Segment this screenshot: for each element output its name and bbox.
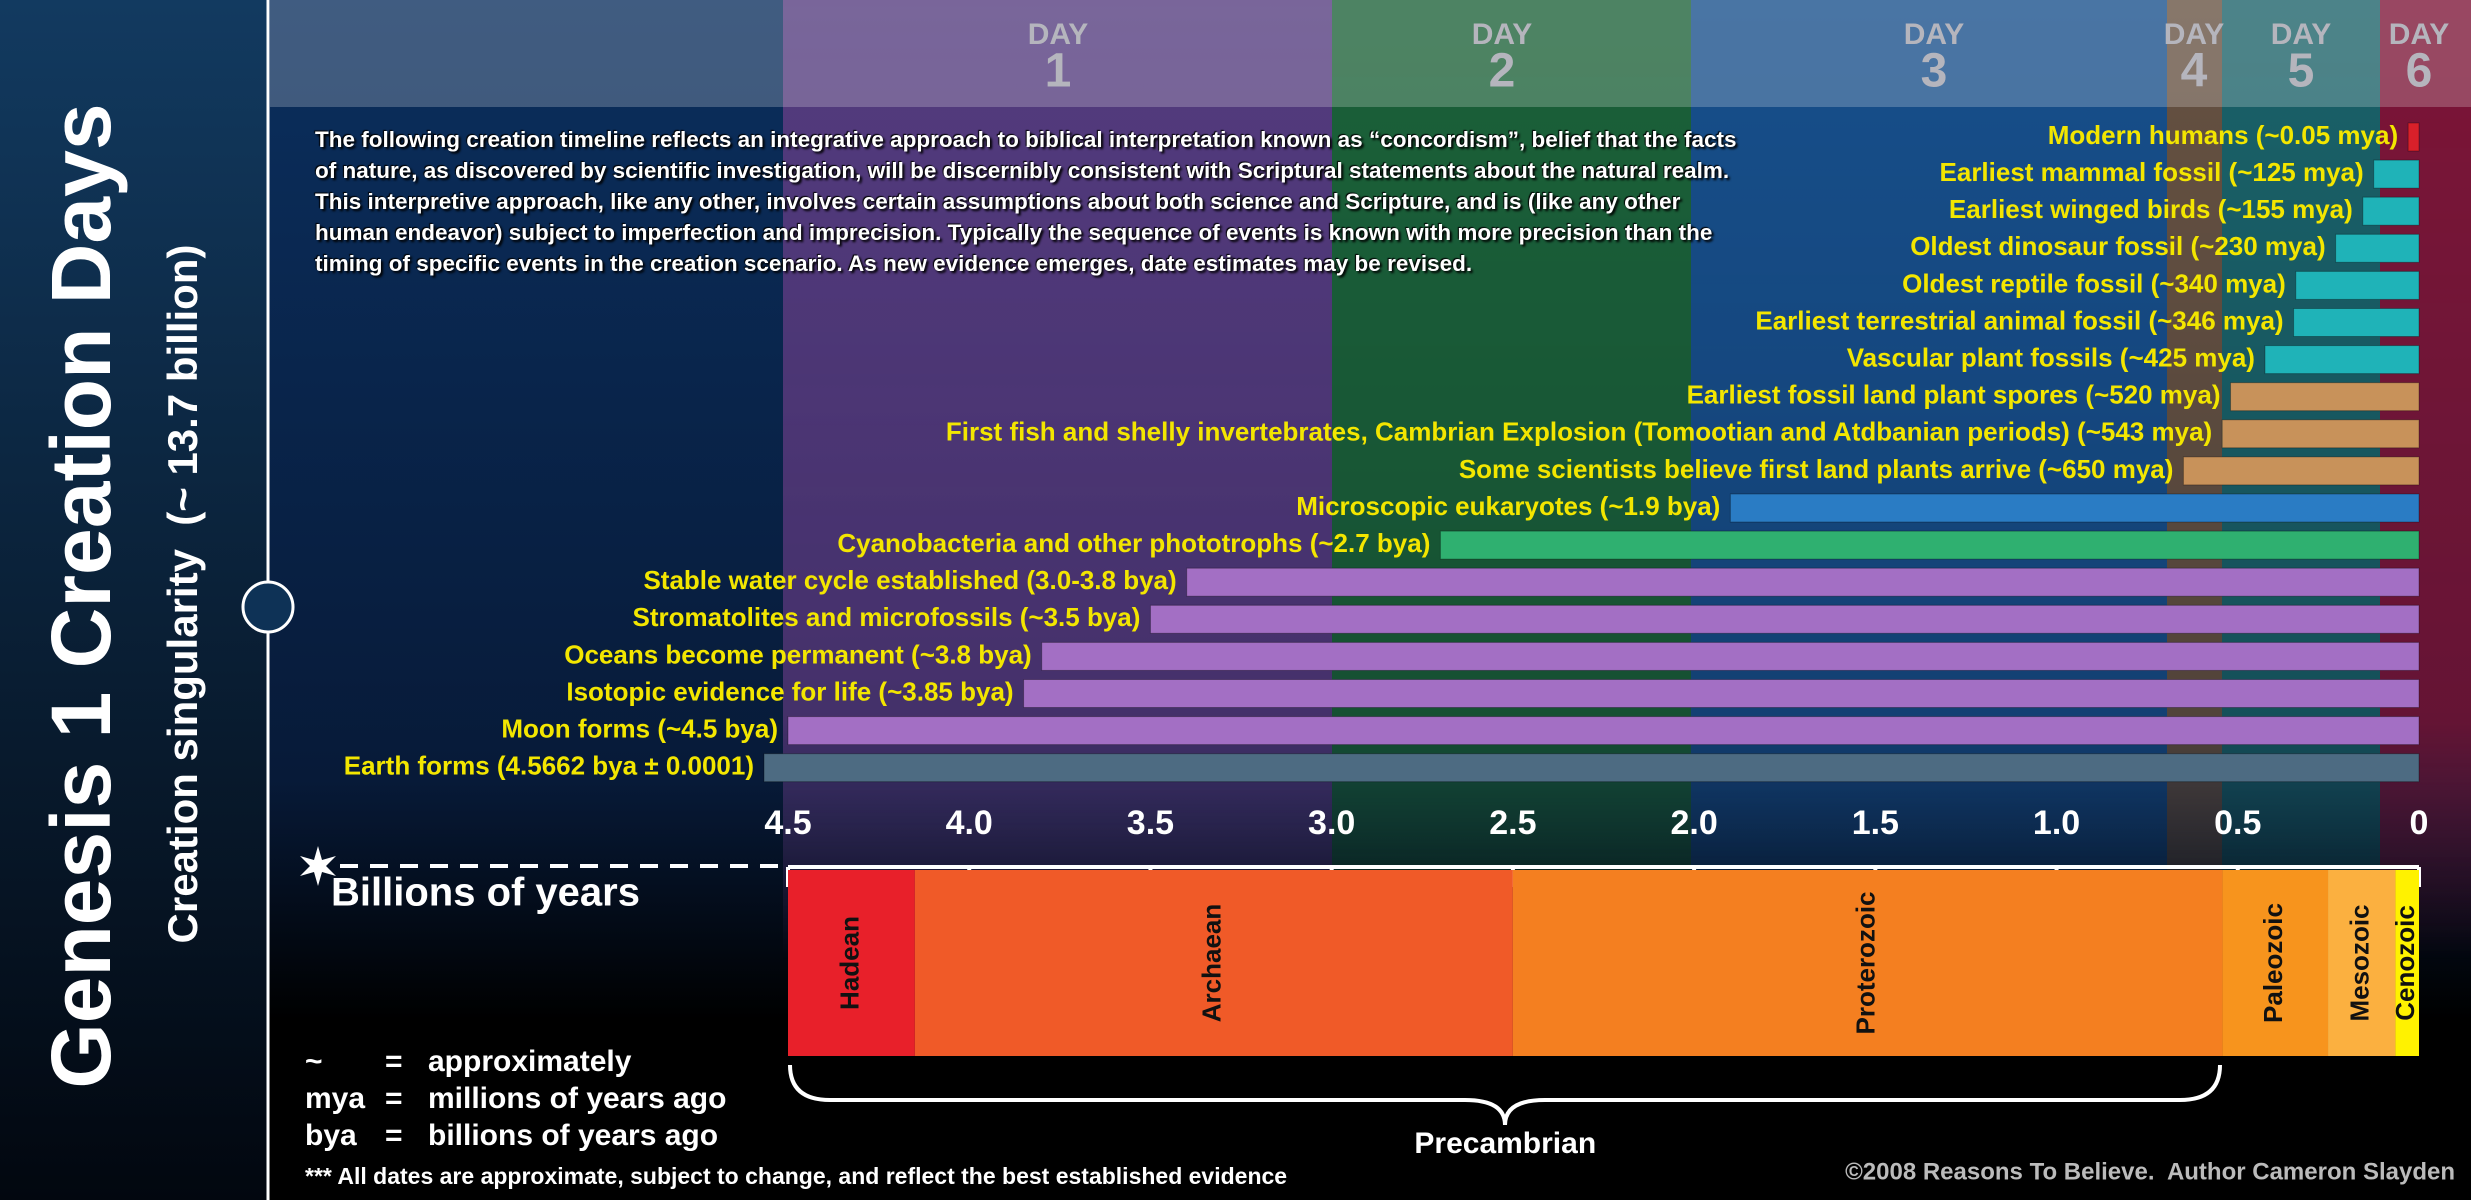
sidebar-subtitle: Creation singularity (~ 13.7 billion) [159,245,206,944]
era-label: Archaean [1197,904,1227,1023]
day-word: DAY [2271,18,2332,51]
bar [2182,456,2420,486]
bar [2295,270,2420,300]
bar [2293,308,2420,337]
bar-label: Moon forms (~4.5 bya) [501,713,778,743]
x-tick-label: 4.5 [764,804,811,842]
legend-meaning: billions of years ago [428,1119,718,1152]
day-word: DAY [1904,18,1965,51]
era-label: Paleozoic [2258,903,2288,1023]
day-word: DAY [2164,18,2225,51]
era-label: Hadean [834,916,864,1010]
legend-equals: = [385,1045,403,1078]
day-number: 2 [1489,45,1516,98]
bar [787,716,2420,746]
bar-label: Earliest mammal fossil (~125 mya) [1940,157,2364,187]
era-block [2222,870,2329,1056]
bar-label: Isotopic evidence for life (~3.85 bya) [566,676,1013,706]
bar [2230,382,2420,412]
x-tick-label: 3.0 [1308,804,1355,842]
intro-text: The following creation timeline reflects… [315,127,1737,276]
bar [1023,679,2420,708]
bar [2407,122,2420,152]
era-block [788,870,915,1056]
x-tick-label: 0 [2410,804,2429,842]
day-number: 5 [2288,45,2315,98]
x-tick-label: 4.0 [946,804,993,842]
era-label: Mesozoic [2345,904,2375,1021]
legend-equals: = [385,1082,403,1115]
bar-label: Earth forms (4.5662 bya ± 0.0001) [344,751,754,781]
era-block [1512,870,2223,1056]
bar [2221,419,2420,449]
x-tick-label: 2.5 [1489,804,1536,842]
day-word: DAY [1472,18,1533,51]
footnote: *** All dates are approximate, subject t… [305,1163,1287,1189]
era-block [2328,870,2396,1056]
bar [2362,196,2420,226]
day-word: DAY [2389,18,2450,51]
bar [1041,641,2420,671]
star [300,846,336,886]
bar-label: Earliest winged birds (~155 mya) [1949,194,2353,224]
era-block [2395,870,2419,1056]
bar-label: Oldest dinosaur fossil (~230 mya) [1910,231,2325,261]
legend-equals: = [385,1119,403,1152]
copyright: ©2008 Reasons To Believe. Author Cameron… [1845,1158,2455,1185]
bar-label: Microscopic eukaryotes (~1.9 bya) [1296,491,1720,521]
legend-symbol: ~ [305,1045,323,1078]
bar [2373,159,2420,189]
header-band [270,0,2471,107]
x-tick-label: 3.5 [1127,804,1174,842]
era-block [914,870,1513,1056]
precambrian-brace [788,1064,2222,1126]
day-number: 1 [1045,45,1072,98]
x-tick-label: 0.5 [2214,804,2261,842]
bar-label: Oceans become permanent (~3.8 bya) [564,639,1031,669]
sidebar [0,0,268,1200]
bar-label: Stable water cycle established (3.0-3.8 … [643,565,1176,595]
bar-label: Earliest terrestrial animal fossil (~346… [1755,305,2283,335]
day-number: 6 [2406,45,2433,98]
bar-label: Modern humans (~0.05 mya) [2048,120,2398,150]
x-tick-label: 1.5 [1852,804,1899,842]
era-label: Proterozoic [1851,891,1881,1034]
bar [1729,493,2420,523]
bar [763,753,2420,783]
legend-symbol: mya [305,1082,365,1115]
bar [1186,567,2420,597]
singularity-marker [241,580,295,634]
day-word: DAY [1028,18,1089,51]
bar-label: Oldest reptile fossil (~340 mya) [1902,268,2286,298]
bar [1439,530,2420,560]
bar-label: Vascular plant fossils (~425 mya) [1847,342,2255,372]
day-number: 4 [2181,45,2208,98]
bar [2335,233,2420,263]
bar-label: Cyanobacteria and other phototrophs (~2.… [837,528,1430,558]
span-label: Precambrian [1414,1127,1596,1160]
bar-label: Earliest fossil land plant spores (~520 … [1687,380,2221,410]
bar-label: Some scientists believe first land plant… [1459,454,2174,484]
legend-meaning: millions of years ago [428,1082,726,1115]
legend-meaning: approximately [428,1045,632,1078]
bar [2264,345,2420,375]
legend-symbol: bya [305,1119,357,1152]
era-label: Cenozoic [2390,905,2420,1021]
sidebar-title: Genesis 1 Creation Days [34,103,128,1088]
x-axis-label: Billions of years [331,871,640,915]
x-tick-label: 2.0 [1670,804,1717,842]
day-number: 3 [1921,45,1948,98]
bar-label: Stromatolites and microfossils (~3.5 bya… [633,602,1141,632]
bar-label: First fish and shelly invertebrates, Cam… [946,417,2212,447]
x-tick-label: 1.0 [2033,804,2080,842]
bar [1149,604,2420,634]
